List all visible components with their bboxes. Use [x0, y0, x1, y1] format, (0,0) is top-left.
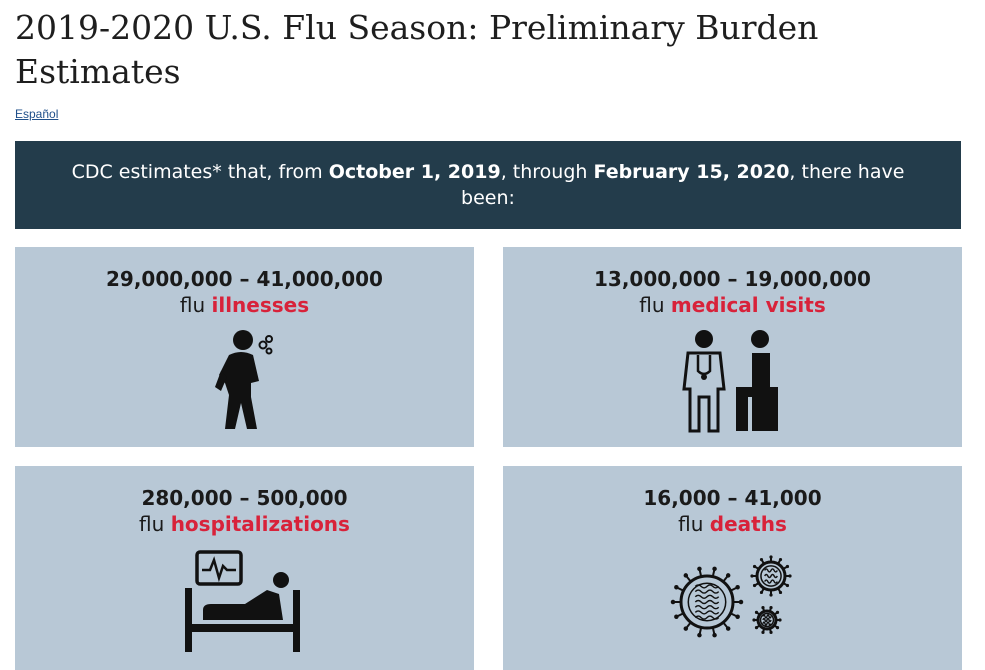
medical-visits-prefix: flu [639, 293, 671, 317]
hospitalizations-highlight: hospitalizations [170, 512, 350, 536]
doctor-patient-icon [682, 327, 782, 435]
banner-text-1: CDC estimates* that, from [71, 161, 329, 183]
illnesses-label: flu illnesses [15, 293, 474, 317]
estimate-banner: CDC estimates* that, from October 1, 201… [15, 141, 961, 229]
medical-visits-highlight: medical visits [670, 293, 826, 317]
banner-text-2: , through [500, 161, 594, 183]
deaths-card: 16,000 – 41,000 flu deaths [503, 466, 962, 670]
illnesses-highlight: illnesses [211, 293, 310, 317]
medical-visits-range: 13,000,000 – 19,000,000 [594, 267, 871, 291]
illnesses-card: 29,000,000 – 41,000,000 flu illnesses [15, 247, 474, 447]
deaths-range: 16,000 – 41,000 [643, 486, 822, 510]
banner-text-3: , there have been: [461, 161, 905, 209]
banner-start-date: October 1, 2019 [328, 161, 501, 183]
deaths-label: flu deaths [503, 512, 962, 536]
hospitalizations-card: 280,000 – 500,000 flu hospitalizations [15, 466, 474, 670]
page-title: 2019-2020 U.S. Flu Season: Preliminary B… [15, 8, 819, 91]
illnesses-range: 29,000,000 – 41,000,000 [106, 267, 383, 291]
hospitalizations-range: 280,000 – 500,000 [141, 486, 348, 510]
medical-visits-label: flu medical visits [503, 293, 962, 317]
hospitalizations-prefix: flu [139, 512, 171, 536]
banner-end-date: February 15, 2020 [593, 161, 790, 183]
hospitalizations-label: flu hospitalizations [15, 512, 474, 536]
deaths-highlight: deaths [709, 512, 787, 536]
language-link-espanol[interactable]: Español [15, 107, 59, 121]
sick-person-icon [211, 325, 281, 433]
banner-text: CDC estimates* that, from October 1, 201… [55, 159, 921, 211]
deaths-prefix: flu [678, 512, 710, 536]
hospital-bed-icon [183, 550, 303, 654]
medical-visits-card: 13,000,000 – 19,000,000 flu medical visi… [503, 247, 962, 447]
illnesses-prefix: flu [179, 293, 212, 317]
virus-icon [663, 550, 803, 650]
